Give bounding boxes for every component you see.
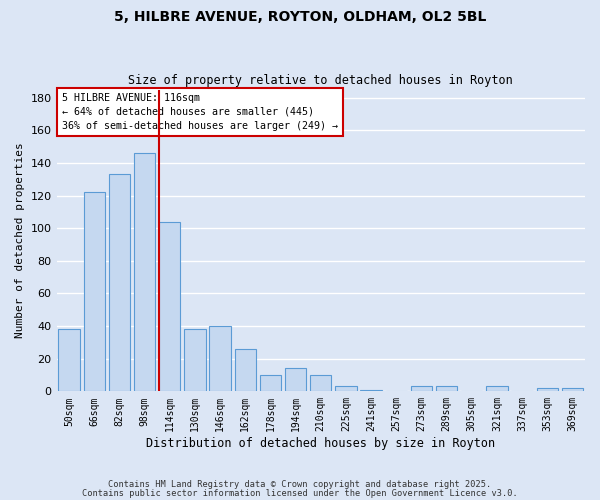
Bar xyxy=(235,349,256,392)
Bar xyxy=(361,390,382,392)
Bar xyxy=(109,174,130,392)
Text: 5 HILBRE AVENUE: 116sqm
← 64% of detached houses are smaller (445)
36% of semi-d: 5 HILBRE AVENUE: 116sqm ← 64% of detache… xyxy=(62,92,338,130)
Title: Size of property relative to detached houses in Royton: Size of property relative to detached ho… xyxy=(128,74,513,87)
Bar xyxy=(562,388,583,392)
Text: 5, HILBRE AVENUE, ROYTON, OLDHAM, OL2 5BL: 5, HILBRE AVENUE, ROYTON, OLDHAM, OL2 5B… xyxy=(114,10,486,24)
Bar xyxy=(159,222,181,392)
Text: Contains HM Land Registry data © Crown copyright and database right 2025.: Contains HM Land Registry data © Crown c… xyxy=(109,480,491,489)
Bar xyxy=(134,153,155,392)
Bar xyxy=(486,386,508,392)
Bar xyxy=(83,192,105,392)
Bar xyxy=(436,386,457,392)
Bar xyxy=(411,386,432,392)
Bar xyxy=(209,326,231,392)
X-axis label: Distribution of detached houses by size in Royton: Distribution of detached houses by size … xyxy=(146,437,496,450)
Bar xyxy=(58,330,80,392)
Bar xyxy=(335,386,356,392)
Bar xyxy=(536,388,558,392)
Bar xyxy=(184,330,206,392)
Bar xyxy=(260,375,281,392)
Bar xyxy=(285,368,307,392)
Y-axis label: Number of detached properties: Number of detached properties xyxy=(15,142,25,338)
Bar xyxy=(310,375,331,392)
Text: Contains public sector information licensed under the Open Government Licence v3: Contains public sector information licen… xyxy=(82,489,518,498)
